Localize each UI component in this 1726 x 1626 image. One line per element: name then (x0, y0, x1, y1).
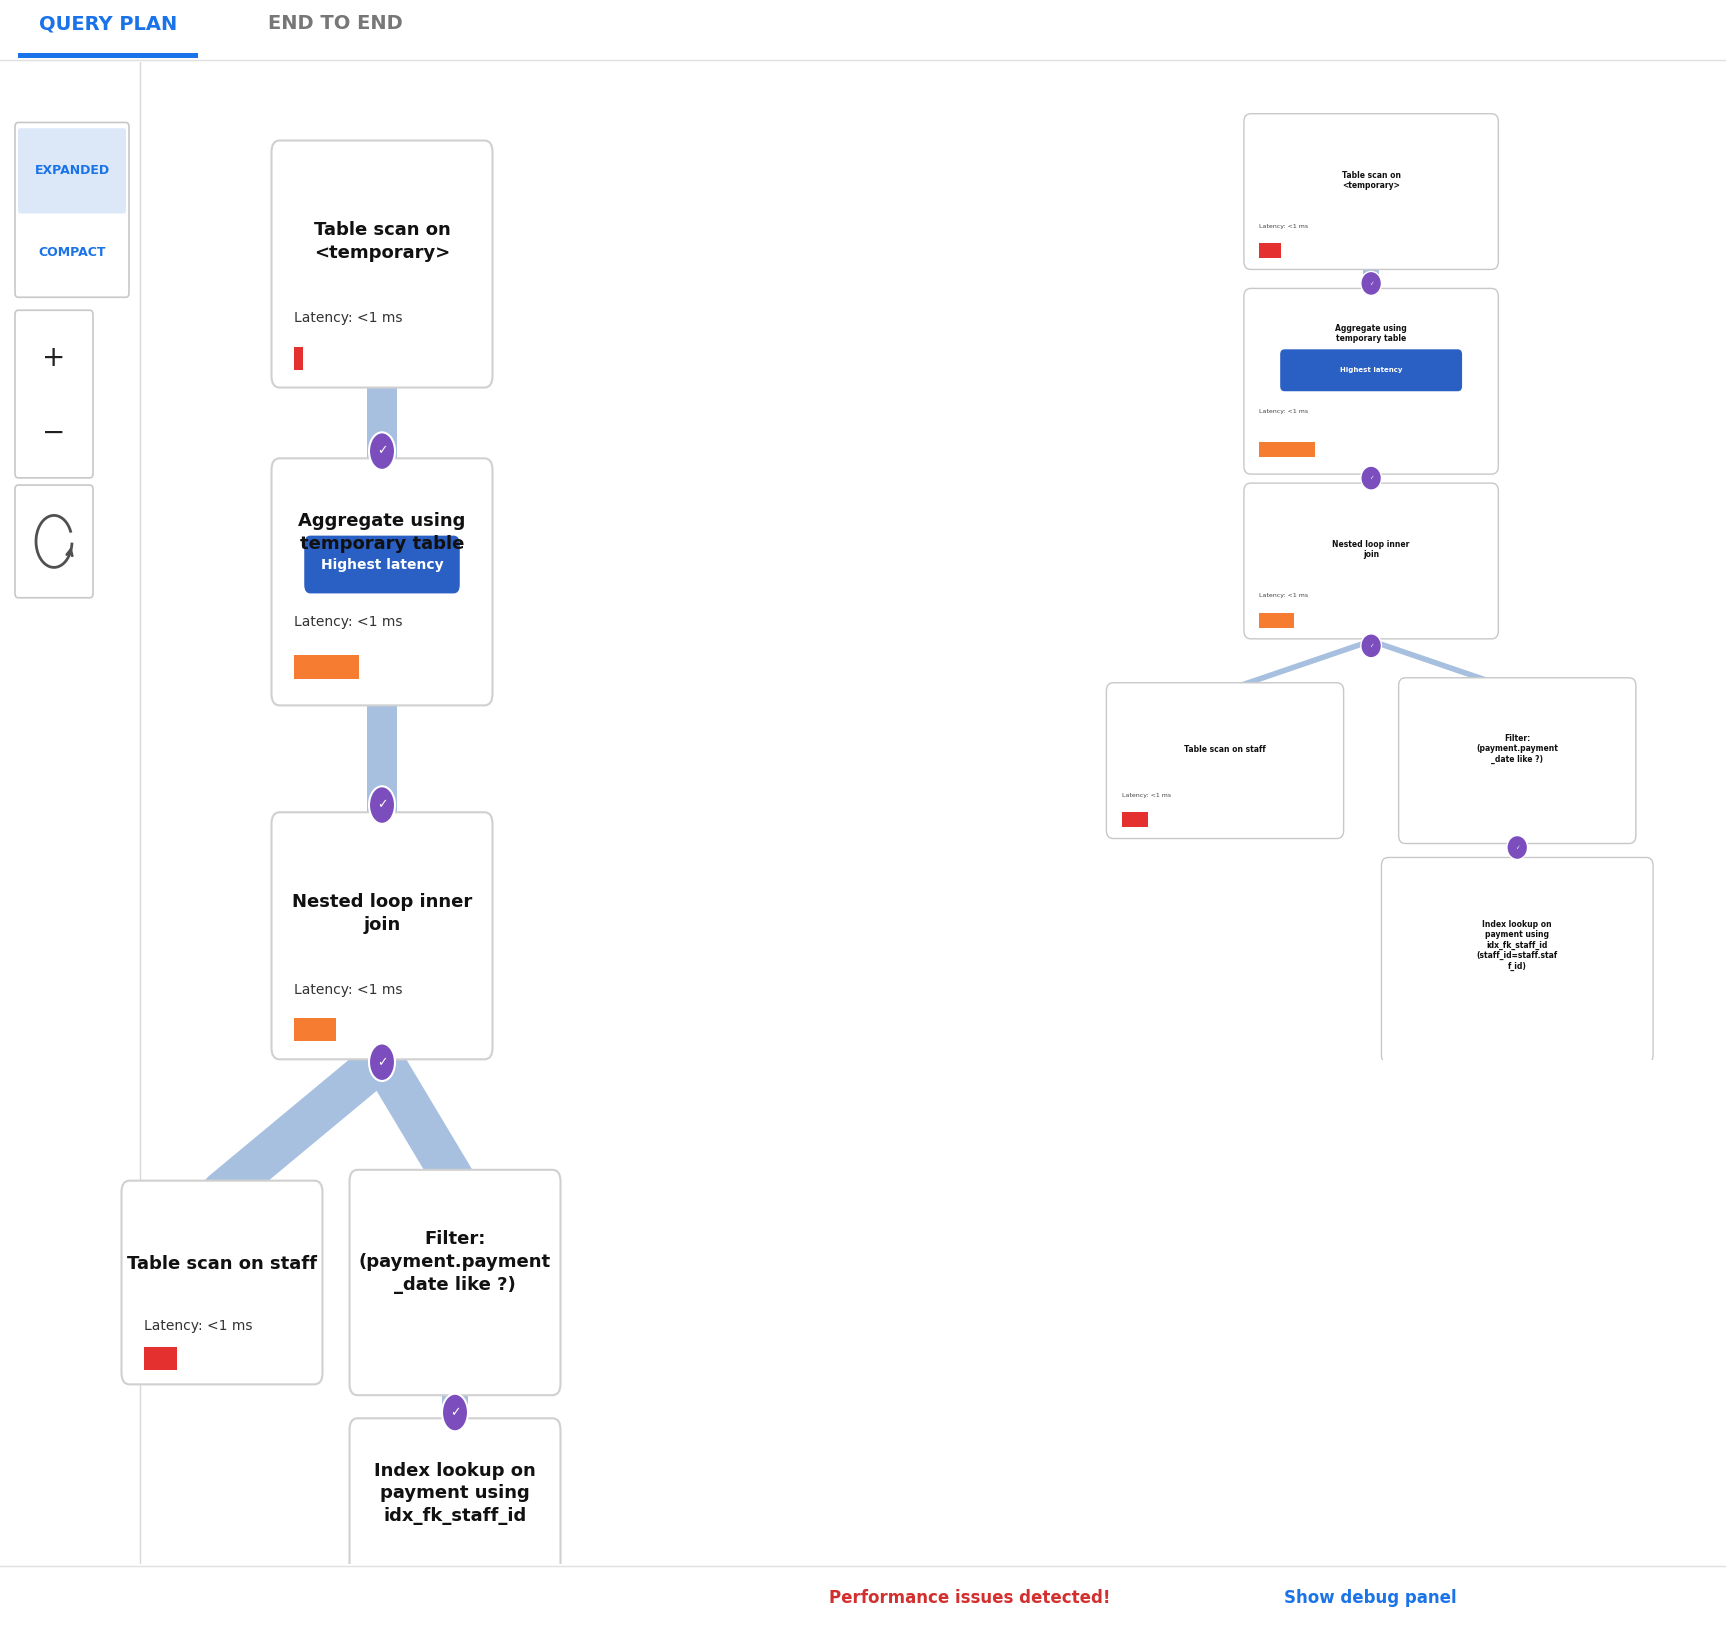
FancyBboxPatch shape (1281, 350, 1462, 392)
Bar (1260, 244, 1281, 259)
FancyBboxPatch shape (17, 128, 126, 213)
Text: Latency: <1 ms: Latency: <1 ms (143, 1319, 252, 1333)
Text: ✓: ✓ (1369, 644, 1374, 649)
Polygon shape (442, 1384, 468, 1429)
Text: Table scan on
<temporary>: Table scan on <temporary> (1341, 171, 1400, 190)
FancyBboxPatch shape (271, 140, 492, 387)
Bar (293, 346, 302, 369)
Text: Nested loop inner
join: Nested loop inner join (1332, 540, 1410, 559)
FancyBboxPatch shape (1398, 678, 1636, 844)
FancyBboxPatch shape (271, 459, 492, 706)
Circle shape (369, 433, 395, 470)
Text: Highest latency: Highest latency (321, 558, 444, 571)
Text: Latency: <1 ms: Latency: <1 ms (293, 982, 402, 997)
Bar (1260, 442, 1315, 457)
FancyBboxPatch shape (304, 535, 459, 593)
Text: Aggregate using
temporary table: Aggregate using temporary table (299, 512, 466, 553)
Circle shape (1507, 836, 1528, 860)
Text: Performance issues detected!: Performance issues detected! (828, 1589, 1112, 1606)
Text: COMPACT: COMPACT (38, 246, 105, 259)
Text: Filter:
(payment.payment
_date like ?): Filter: (payment.payment _date like ?) (1476, 733, 1559, 764)
Text: Aggregate using
temporary table: Aggregate using temporary table (1336, 324, 1407, 343)
Text: ✓: ✓ (1369, 281, 1374, 286)
FancyBboxPatch shape (1381, 857, 1654, 1063)
Text: EXPANDED: EXPANDED (35, 164, 109, 177)
FancyBboxPatch shape (271, 813, 492, 1059)
FancyBboxPatch shape (16, 122, 129, 298)
Circle shape (1360, 467, 1381, 489)
Text: ✓: ✓ (1369, 476, 1374, 481)
Text: −: − (43, 420, 66, 447)
Text: Index lookup on
payment using
idx_fk_staff_id: Index lookup on payment using idx_fk_sta… (375, 1462, 535, 1525)
Text: +: + (43, 345, 66, 372)
FancyBboxPatch shape (1244, 288, 1498, 475)
Text: Latency: <1 ms: Latency: <1 ms (1260, 224, 1308, 229)
Circle shape (369, 787, 395, 824)
Bar (293, 1018, 335, 1041)
Polygon shape (1510, 831, 1526, 860)
Polygon shape (368, 694, 397, 824)
Circle shape (1360, 272, 1381, 296)
FancyBboxPatch shape (16, 311, 93, 478)
Text: ✓: ✓ (376, 444, 387, 457)
Text: QUERY PLAN: QUERY PLAN (40, 15, 178, 34)
Text: Latency: <1 ms: Latency: <1 ms (1260, 593, 1308, 598)
Circle shape (442, 1393, 468, 1431)
FancyBboxPatch shape (1244, 483, 1498, 639)
Text: ✓: ✓ (1515, 846, 1519, 850)
Text: ✓: ✓ (450, 1406, 461, 1419)
Bar (1260, 613, 1294, 628)
Circle shape (369, 1044, 395, 1081)
Bar (17, 52, 198, 59)
Text: Highest latency: Highest latency (1339, 367, 1403, 374)
Text: Table scan on
<temporary>: Table scan on <temporary> (314, 221, 450, 262)
Circle shape (1360, 634, 1381, 659)
Text: Latency: <1 ms: Latency: <1 ms (293, 615, 402, 629)
Text: Latency: <1 ms: Latency: <1 ms (1122, 793, 1170, 798)
FancyBboxPatch shape (349, 1418, 561, 1600)
Text: Filter:
(payment.payment
_date like ?): Filter: (payment.payment _date like ?) (359, 1231, 551, 1294)
Polygon shape (368, 376, 397, 470)
FancyBboxPatch shape (349, 1169, 561, 1395)
Text: Latency: <1 ms: Latency: <1 ms (293, 311, 402, 325)
FancyBboxPatch shape (1106, 683, 1343, 839)
Polygon shape (1364, 467, 1379, 491)
Text: Table scan on staff: Table scan on staff (128, 1255, 318, 1273)
Text: Index lookup on
payment using
idx_fk_staff_id
(staff_id=staff.staf
f_id): Index lookup on payment using idx_fk_sta… (1477, 920, 1559, 971)
Text: ✓: ✓ (376, 798, 387, 811)
Text: ✓: ✓ (376, 1055, 387, 1068)
FancyBboxPatch shape (121, 1180, 323, 1384)
Text: END TO END: END TO END (268, 15, 402, 34)
Text: Table scan on staff: Table scan on staff (1184, 745, 1265, 754)
FancyBboxPatch shape (16, 485, 93, 598)
Bar (143, 1346, 176, 1371)
Bar (1122, 813, 1148, 828)
Text: Nested loop inner
join: Nested loop inner join (292, 893, 473, 933)
Text: Latency: <1 ms: Latency: <1 ms (1260, 410, 1308, 415)
FancyBboxPatch shape (1244, 114, 1498, 270)
Text: Show debug panel: Show debug panel (1284, 1589, 1457, 1606)
Bar (293, 655, 359, 678)
Polygon shape (1364, 262, 1379, 296)
